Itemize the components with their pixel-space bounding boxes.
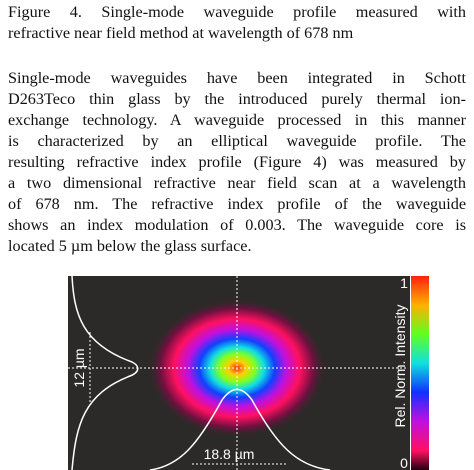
caption-line: Figure 4. Single-mode waveguide profile … (8, 3, 466, 21)
paragraph-line: resulting refractive index profile (Figu… (8, 153, 466, 171)
colorbar-min: 0 (400, 455, 408, 470)
colorbar-label: Rel. Norm. Intensity (392, 305, 408, 428)
colorbar (411, 276, 429, 470)
colorbar-max: 1 (400, 275, 408, 291)
height-label: 12 µm (71, 348, 87, 387)
paragraph-line: located 5 µm below the glass surface. (8, 237, 252, 255)
paragraph-line: Single-mode waveguides have been integra… (8, 69, 466, 87)
paragraph-line: a two dimensional refractive near field … (8, 174, 466, 192)
horizontal-profile (149, 388, 331, 470)
figure: 12 µm 18.8 µm 1 0 Rel. Norm. Intensity (68, 275, 429, 470)
paragraph-line: of 678 nm. The refractive index profile … (8, 195, 466, 213)
paragraph-line: shows an index modulation of 0.003. The … (8, 216, 466, 234)
caption-line: refractive near field method at waveleng… (8, 24, 354, 42)
paragraph-line: D263Teco thin glass by the introduced pu… (8, 90, 466, 108)
paragraph: Single-mode waveguides have been integra… (8, 68, 466, 257)
paragraph-line: is characterized by an elliptical wavegu… (8, 132, 466, 150)
caption: Figure 4. Single-mode waveguide profile … (8, 2, 466, 44)
paragraph-line: exchange technology. A waveguide process… (8, 111, 466, 129)
width-label: 18.8 µm (204, 446, 255, 462)
vertical-profile (71, 275, 139, 470)
